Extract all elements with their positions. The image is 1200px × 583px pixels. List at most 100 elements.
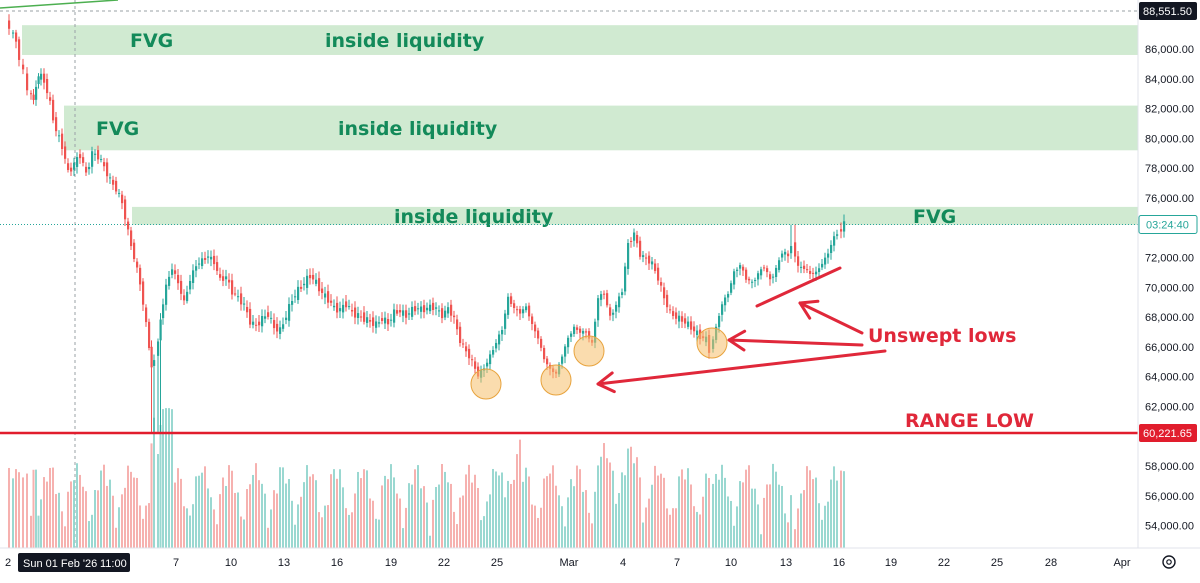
candle-body [55,117,58,132]
volume-bar [321,517,323,548]
candle-body [288,304,291,321]
volume-bar [264,493,266,548]
volume-bar [429,535,431,548]
volume-bar [357,471,359,548]
candle-body [88,167,91,170]
volume-bar [213,509,215,548]
volume-bar [43,477,45,548]
volume-bar [836,480,838,548]
volume-bar [815,477,817,548]
candle-body [267,312,270,317]
volume-bar [615,503,617,548]
volume-bar [552,465,554,548]
candle-body [742,266,745,271]
candle-body [213,255,216,265]
candle-body [450,304,453,316]
volume-bar [106,485,108,548]
candle-body [621,292,624,295]
volume-bar [654,465,656,548]
candle-body [787,253,790,257]
fvg-label: FVG [96,118,139,140]
volume-bar [91,514,93,548]
candle-body [357,313,360,318]
volume-bar [693,506,695,548]
volume-bar [663,477,665,548]
candle-body [806,269,809,271]
volume-bar [49,467,51,548]
volume-bar [35,469,37,548]
candle-body [462,343,465,345]
fvg-zone [132,206,1138,225]
candle-body [778,260,781,270]
candle-body [159,319,162,341]
volume-bar [192,504,194,548]
candle-body [492,349,495,355]
settings-gear-icon[interactable] [1162,555,1176,569]
volume-bar [648,498,650,548]
volume-bar [669,514,671,548]
volume-bar [136,477,138,548]
volume-bar [800,493,802,548]
candle-body [836,234,839,236]
volume-bar [504,497,506,548]
volume-bar [477,487,479,548]
volume-bar [645,507,647,548]
candle-body [531,316,534,325]
candle-body [501,330,504,335]
time-tick: 4 [620,557,626,569]
candle-body [22,64,25,70]
candle-body [603,293,606,295]
volume-bar [447,482,449,548]
candle-body [186,291,189,302]
candle-body [423,305,426,313]
volume-bar [381,485,383,548]
volume-bar [522,481,524,548]
candle-body [579,328,582,333]
volume-bar [797,508,799,548]
volume-bar [261,483,263,548]
price-tick: 78,000.00 [1145,163,1194,175]
candle-body [513,303,516,309]
candle-body [26,73,29,91]
volume-bar [699,514,701,548]
candle-body [639,240,642,257]
volume-bar [267,527,269,548]
volume-bar [555,485,557,548]
candle-body [118,192,121,194]
candle-body [171,269,174,275]
candle-body [70,167,73,172]
candle-body [609,307,612,316]
candle-body [381,318,384,321]
volume-bar [402,528,404,548]
volume-bar [103,464,105,548]
volume-bar [444,471,446,548]
candle-body [363,312,366,322]
candle-body [441,308,444,319]
volume-bar [715,473,717,548]
volume-bar [276,493,278,548]
candle-body [210,256,213,260]
volume-bar [124,487,126,548]
time-tick: 16 [331,557,343,569]
candle-body [821,263,824,268]
candle-body [315,279,318,284]
volume-bar [366,470,368,548]
volume-bar [165,408,167,548]
volume-bar [609,462,611,548]
volume-bar [730,500,732,548]
candle-body [733,271,736,285]
candle-body [30,93,33,95]
candle-body [757,273,760,280]
volume-bar [618,493,620,548]
candle-body [148,321,151,349]
candle-body [420,306,423,312]
candle-body [258,321,261,326]
volume-bar [769,484,771,548]
time-tick: 2 [5,557,11,569]
candle-body [183,295,186,301]
volume-bar [37,515,40,548]
volume-bar [73,480,75,548]
candle-body [594,321,597,343]
